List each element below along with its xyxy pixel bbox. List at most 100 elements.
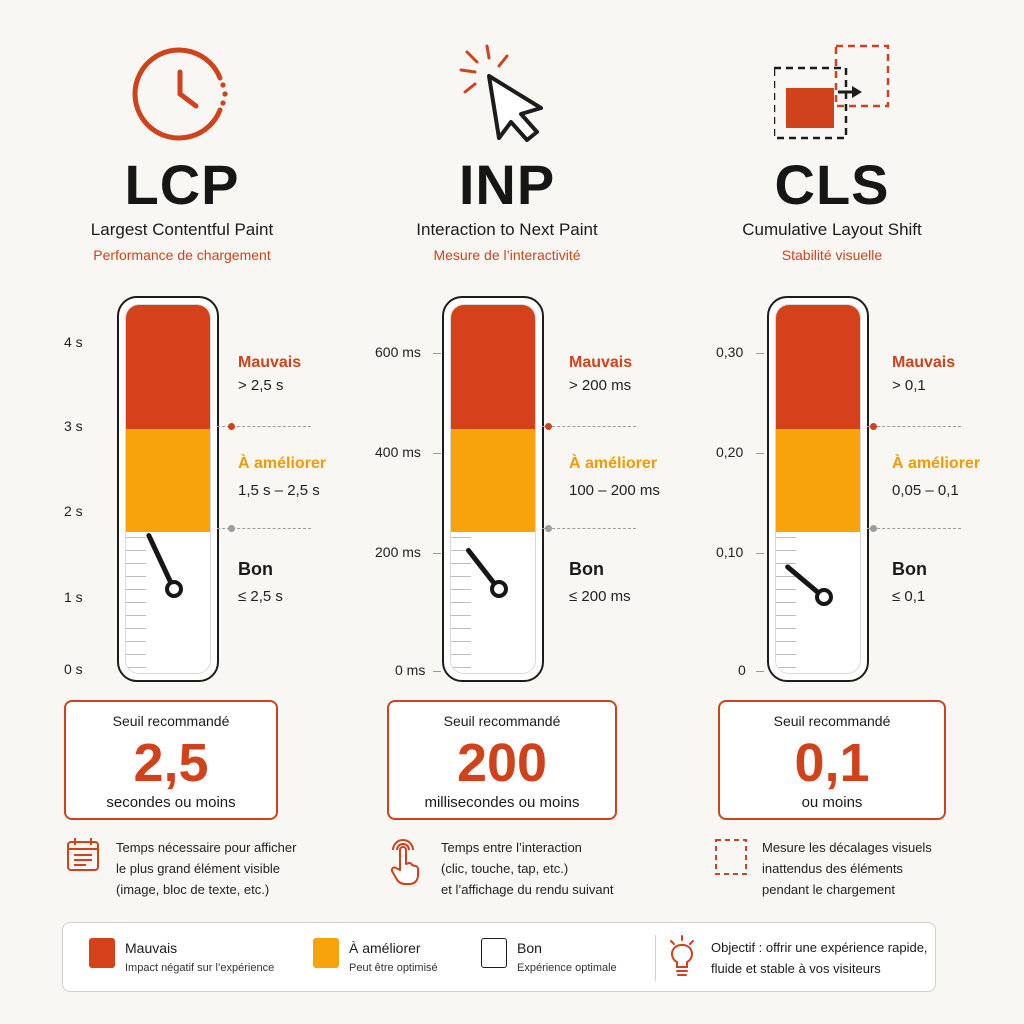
zone-label-improve: À améliorer <box>892 455 981 472</box>
zone-range-improve: 1,5 s – 2,5 s <box>238 482 320 499</box>
metric-name: Largest Contentful Paint <box>90 220 274 239</box>
axis-label: 0 ms <box>395 662 426 678</box>
threshold-divider <box>867 528 961 529</box>
metric-code: CLS <box>774 153 890 216</box>
threshold-box: Seuil recommandé 0,1 ou moins <box>718 700 946 820</box>
threshold-divider <box>542 528 636 529</box>
metric-description: Temps nécessaire pour afficher le plus g… <box>116 840 297 897</box>
legend-divider <box>655 935 656 981</box>
metric-subtitle: Performance de chargement <box>93 247 271 263</box>
zone-label-good: Bon <box>569 559 604 579</box>
legend: Mauvais Impact négatif sur l’expérience … <box>62 922 936 992</box>
zone-range-bad: > 0,1 <box>892 377 926 394</box>
zone-bad <box>126 305 210 429</box>
threshold-value: 200 <box>456 733 548 793</box>
metric-card-inp: INP Interaction to Next Paint Mesure de … <box>337 0 677 910</box>
layout-shift-icon <box>774 44 890 140</box>
threshold-value: 0,1 <box>794 733 870 793</box>
legend-title: À améliorer <box>349 940 421 956</box>
threshold-dot <box>545 423 552 430</box>
zone-improve <box>776 429 860 532</box>
zone-range-good: ≤ 2,5 s <box>238 588 283 605</box>
threshold-dot <box>228 525 235 532</box>
metric-subtitle: Mesure de l’interactivité <box>433 247 581 263</box>
metric-subtitle: Stabilité visuelle <box>781 247 883 263</box>
metric-name: Interaction to Next Paint <box>416 220 598 239</box>
threshold-box: Seuil recommandé 2,5 secondes ou moins <box>64 700 278 820</box>
threshold-divider <box>217 426 311 427</box>
gauge <box>442 296 544 682</box>
zone-bad <box>776 305 860 429</box>
metric-description: Temps entre l’interaction (clic, touche,… <box>441 840 614 897</box>
threshold-dot <box>870 423 877 430</box>
legend-desc: Peut être optimisé <box>349 962 438 974</box>
metric-name: Cumulative Layout Shift <box>742 220 922 239</box>
threshold-divider <box>217 528 311 529</box>
axis-label: 0,10 <box>716 544 744 560</box>
zone-label-good: Bon <box>892 559 927 579</box>
legend-title: Bon <box>517 940 542 956</box>
legend-swatch <box>313 938 339 968</box>
axis-label: 200 ms <box>375 544 421 560</box>
zone-range-good: ≤ 200 ms <box>569 588 631 605</box>
metric-description: Mesure les décalages visuels inattendus … <box>762 840 932 897</box>
calendar-icon <box>67 838 99 871</box>
gauge <box>117 296 219 682</box>
zone-label-improve: À améliorer <box>238 455 327 472</box>
axis-label: 1 s <box>64 589 83 605</box>
zone-label-bad: Mauvais <box>569 354 633 371</box>
threshold-unit: secondes ou moins <box>106 794 236 811</box>
zone-bad <box>451 305 535 429</box>
tap-hand-icon <box>390 839 419 885</box>
legend-desc: Impact négatif sur l’expérience <box>125 962 275 974</box>
threshold-title: Seuil recommandé <box>112 713 230 729</box>
zone-improve <box>126 429 210 532</box>
gauge-ticks <box>451 537 471 669</box>
zone-range-improve: 0,05 – 0,1 <box>892 482 959 499</box>
threshold-divider <box>542 426 636 427</box>
axis-label: 600 ms <box>375 344 421 360</box>
dashed-box-icon <box>715 839 747 875</box>
metric-card-cls: CLS Cumulative Layout Shift Stabilité vi… <box>662 0 1002 910</box>
threshold-divider <box>867 426 961 427</box>
axis-label: 4 s <box>64 334 83 350</box>
threshold-dot <box>870 525 877 532</box>
axis-label: 0,30 <box>716 344 744 360</box>
gauge <box>767 296 869 682</box>
threshold-unit: millisecondes ou moins <box>424 794 580 811</box>
axis-label: 400 ms <box>375 444 421 460</box>
zone-label-good: Bon <box>238 559 273 579</box>
legend-title: Mauvais <box>125 940 178 956</box>
legend-swatch <box>481 938 507 968</box>
axis-label: 0 s <box>64 661 83 677</box>
threshold-dot <box>228 423 235 430</box>
axis-label: 3 s <box>64 418 83 434</box>
metric-code: LCP <box>124 153 240 216</box>
zone-range-bad: > 2,5 s <box>238 377 284 394</box>
threshold-title: Seuil recommandé <box>773 713 891 729</box>
legend-swatch <box>89 938 115 968</box>
zone-label-bad: Mauvais <box>892 354 956 371</box>
axis-label: 2 s <box>64 503 83 519</box>
zone-range-bad: > 200 ms <box>569 377 632 394</box>
gauge-ticks <box>776 537 796 669</box>
axis-label: 0,20 <box>716 444 744 460</box>
zone-label-improve: À améliorer <box>569 455 658 472</box>
gauge-ticks <box>126 537 146 669</box>
zone-label-bad: Mauvais <box>238 354 302 371</box>
legend-desc: Expérience optimale <box>517 962 617 974</box>
threshold-title: Seuil recommandé <box>443 713 561 729</box>
legend-goal-text: Objectif : offrir une expérience rapide,… <box>711 940 928 976</box>
zone-range-good: ≤ 0,1 <box>892 588 926 605</box>
threshold-dot <box>545 525 552 532</box>
lightbulb-icon <box>670 935 694 976</box>
threshold-unit: ou moins <box>801 794 863 811</box>
clock-icon <box>132 47 228 141</box>
threshold-value: 2,5 <box>133 733 209 793</box>
cursor-click-icon <box>459 44 543 142</box>
threshold-box: Seuil recommandé 200 millisecondes ou mo… <box>387 700 617 820</box>
zone-improve <box>451 429 535 532</box>
axis-label: 0 <box>738 662 746 678</box>
zone-range-improve: 100 – 200 ms <box>569 482 660 499</box>
metric-card-lcp: LCP Largest Contentful Paint Performance… <box>12 0 352 910</box>
